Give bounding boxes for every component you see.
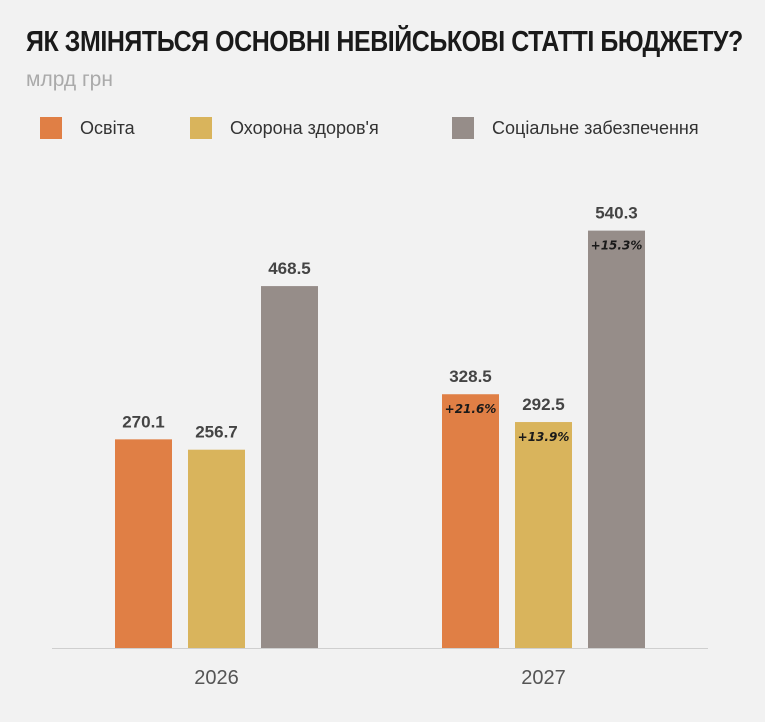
bar-health-2026 (188, 449, 245, 648)
legend-label-social: Соціальне забезпечення (492, 117, 699, 138)
legend-swatch-education (40, 117, 62, 139)
value-label-education-2027: 328.5 (449, 367, 492, 386)
bar-education-2027 (442, 394, 499, 648)
change-label-social-2027: +15.3% (591, 239, 643, 253)
legend-item-social: Соціальне забезпечення (452, 117, 699, 139)
legend-swatch-health (190, 117, 212, 139)
chart-title: ЯК ЗМІНЯТЬСЯ ОСНОВНІ НЕВІЙСЬКОВІ СТАТТІ … (26, 26, 743, 58)
legend-item-education: Освіта (40, 117, 190, 139)
value-label-social-2027: 540.3 (595, 204, 638, 223)
bar-social-2027 (588, 230, 645, 648)
change-label-health-2027: +13.9% (518, 430, 570, 444)
value-label-education-2026: 270.1 (122, 412, 165, 431)
change-label-education-2027: +21.6% (445, 402, 497, 416)
legend-swatch-social (452, 117, 474, 139)
category-label-2026: 2026 (194, 667, 239, 689)
legend-label-education: Освіта (80, 117, 135, 138)
value-label-health-2027: 292.5 (522, 395, 565, 414)
legend: Освіта Охорона здоров'я Соціальне забезп… (40, 117, 699, 139)
bar-health-2027 (515, 422, 572, 648)
bar-education-2026 (115, 439, 172, 648)
category-label-2027: 2027 (521, 667, 566, 689)
value-label-health-2026: 256.7 (195, 423, 238, 442)
legend-item-health: Охорона здоров'я (190, 117, 452, 139)
legend-label-health: Охорона здоров'я (230, 117, 379, 138)
value-label-social-2026: 468.5 (268, 259, 311, 278)
chart-subtitle: млрд грн (26, 68, 113, 91)
bar-social-2026 (261, 286, 318, 648)
